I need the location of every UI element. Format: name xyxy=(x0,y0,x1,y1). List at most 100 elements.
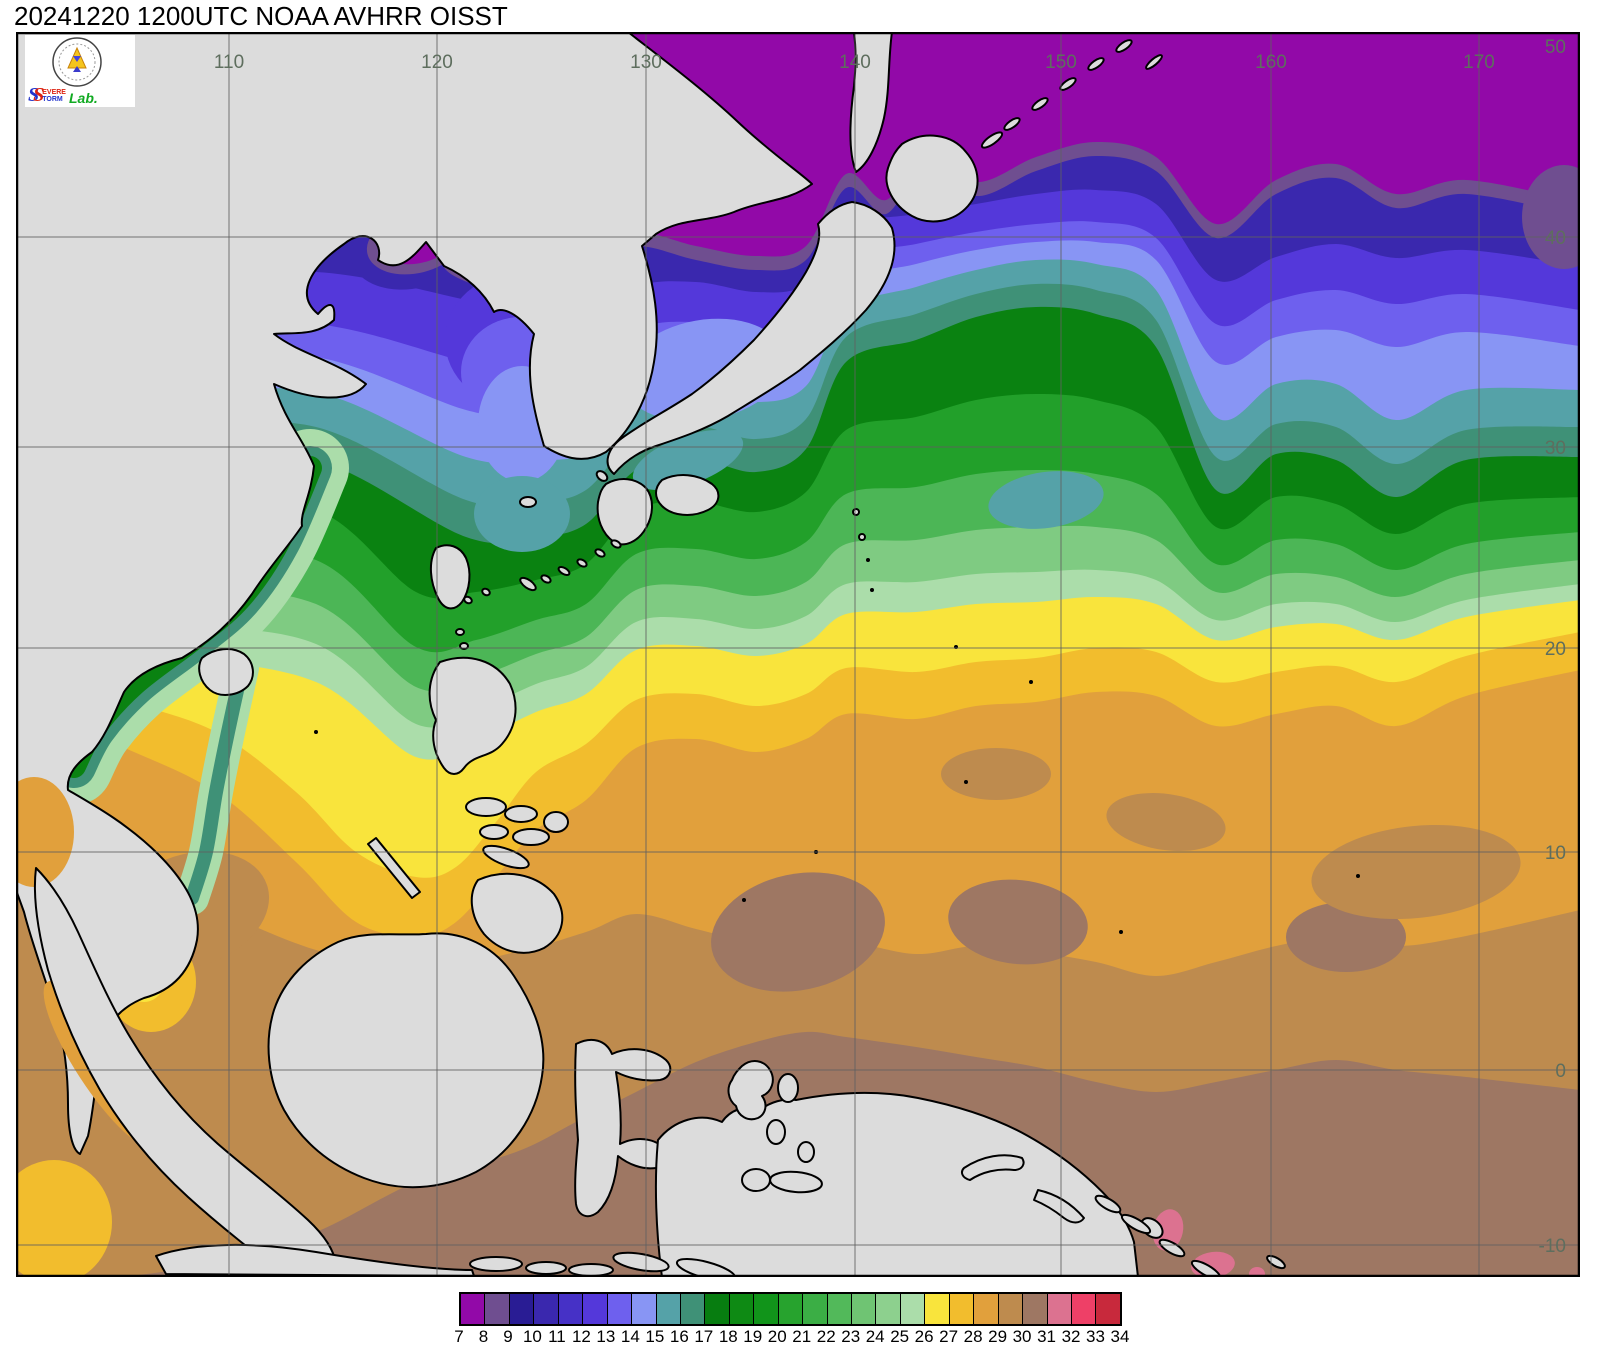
colorbar-tick-label: 14 xyxy=(620,1327,640,1346)
land-java xyxy=(155,1243,475,1277)
sst-patch xyxy=(1311,824,1521,920)
logo-lab: Lab. xyxy=(68,90,98,106)
grid-label-lat: -10 xyxy=(1539,1236,1566,1257)
colorbar-cell xyxy=(558,1294,584,1324)
sst-patch xyxy=(948,879,1088,965)
land-kuril-6 xyxy=(1115,39,1133,53)
colorbar-cell xyxy=(729,1294,755,1324)
colorbar-tick-label: 23 xyxy=(841,1327,861,1346)
colorbar-tick-label: 20 xyxy=(767,1327,787,1346)
colorbar-tick-label: 31 xyxy=(1037,1327,1056,1346)
grid-label-lon: 130 xyxy=(630,52,662,73)
land-lombok xyxy=(469,1256,523,1272)
university-seal-icon xyxy=(52,37,102,87)
colorbar-cell xyxy=(998,1294,1024,1324)
land-kyushu xyxy=(596,478,653,546)
logo-severe: EVERE xyxy=(42,89,66,96)
colorbar-tick-label: 30 xyxy=(1012,1327,1032,1346)
sst-patch xyxy=(941,748,1051,800)
land-jeju xyxy=(519,496,537,508)
land-solomon-5 xyxy=(1266,1254,1286,1270)
land-kuril-1 xyxy=(980,131,1004,149)
land-izu-1 xyxy=(852,508,860,516)
colorbar-cell xyxy=(1071,1294,1097,1324)
sst-patch xyxy=(632,429,744,491)
land-shikoku xyxy=(655,474,720,516)
colorbar-cell xyxy=(803,1294,828,1324)
colorbar-cell xyxy=(754,1294,779,1324)
colorbar xyxy=(459,1292,1122,1326)
colorbar-tick-label: 25 xyxy=(890,1327,910,1346)
land-ryukyu-5 xyxy=(540,574,552,584)
colorbar-tick-label: 33 xyxy=(1086,1327,1105,1346)
logo-storm: TORM xyxy=(42,96,63,103)
land-hokkaido xyxy=(885,134,979,223)
colorbar-cell xyxy=(974,1294,999,1324)
grid-label-lon: 150 xyxy=(1045,52,1077,73)
colorbar-tick-label: 7 xyxy=(454,1327,464,1346)
colorbar-cell xyxy=(778,1294,804,1324)
land-ryukyu-4 xyxy=(557,566,571,576)
colorbar-tick-label: 13 xyxy=(596,1327,616,1346)
colorbar-cell xyxy=(925,1294,950,1324)
grid-label-lat: 0 xyxy=(1555,1061,1566,1082)
colorbar-cell xyxy=(534,1294,559,1324)
colorbar-cell xyxy=(900,1294,926,1324)
colorbar-cell xyxy=(1047,1294,1072,1324)
sst-patch xyxy=(711,872,885,992)
land-kuril-7 xyxy=(1145,54,1163,70)
land-visaya-6 xyxy=(482,844,530,870)
colorbar-tick-label: 17 xyxy=(694,1327,714,1346)
colorbar-cell xyxy=(583,1294,608,1324)
sst-patch xyxy=(474,476,570,552)
map-canvas: 110 120 130 140 150 160 170 50 40 30 20 10 0 -10 xyxy=(16,32,1580,1277)
colorbar-cell xyxy=(1023,1294,1048,1324)
logo-s-red: S xyxy=(33,84,45,106)
logo-s-blue: S xyxy=(28,84,40,106)
colorbar-tick-label: 18 xyxy=(718,1327,738,1346)
colorbar-tick-label: 24 xyxy=(865,1327,885,1346)
storm-lab-logo: S S EVERE TORM Lab. xyxy=(25,35,135,107)
colorbar-labels: 7 8 9 10 11 12 13 14 15 16 17 18 19 20 21 22 23 24 25 26 27 2… xyxy=(0,1327,1600,1349)
colorbar-tick-label: 26 xyxy=(914,1327,934,1346)
land-tsushima xyxy=(595,470,609,482)
sst-patch xyxy=(1286,902,1406,972)
colorbar-cell xyxy=(461,1294,486,1324)
grid-label-lon: 110 xyxy=(214,52,244,73)
land-new-britain xyxy=(961,1154,1025,1181)
land-palawan xyxy=(367,837,421,899)
atoll-dot xyxy=(1356,874,1360,878)
land-flores xyxy=(568,1263,614,1277)
atoll-dot xyxy=(870,588,874,592)
land-kuril-5 xyxy=(1087,57,1105,71)
atoll-dot xyxy=(1119,930,1123,934)
land-maluku-3 xyxy=(797,1141,815,1163)
sst-patch xyxy=(1106,793,1226,851)
colorbar-tick-label: 19 xyxy=(743,1327,763,1346)
colorbar-tick-label: 22 xyxy=(816,1327,836,1346)
colorbar-tick-label: 16 xyxy=(669,1327,689,1346)
colorbar-tick-label: 9 xyxy=(503,1327,513,1346)
land-okinawa xyxy=(519,576,537,592)
atoll-dot xyxy=(742,898,746,902)
land-izu-2 xyxy=(858,533,866,541)
land-buru xyxy=(741,1168,771,1192)
colorbar-cell xyxy=(485,1294,510,1324)
colorbar-cell xyxy=(607,1294,633,1324)
land-sumba xyxy=(612,1251,670,1273)
sea-inlet xyxy=(16,777,74,887)
sst-patch xyxy=(1249,1267,1265,1277)
logo-text: S S EVERE TORM Lab. xyxy=(28,85,98,105)
land-solomon-4 xyxy=(1190,1259,1222,1277)
land-kuril-3 xyxy=(1031,97,1049,111)
land-ryukyu-3 xyxy=(576,558,588,568)
map-border xyxy=(16,32,1580,1277)
land-ryukyu-1 xyxy=(610,539,622,549)
land-visaya-3 xyxy=(479,824,509,840)
colorbar-cell xyxy=(705,1294,730,1324)
land-visaya-1 xyxy=(465,797,507,817)
land-solomon-2 xyxy=(1120,1213,1152,1235)
grid-label-lon: 120 xyxy=(421,52,453,73)
land-maluku-2 xyxy=(766,1119,786,1145)
